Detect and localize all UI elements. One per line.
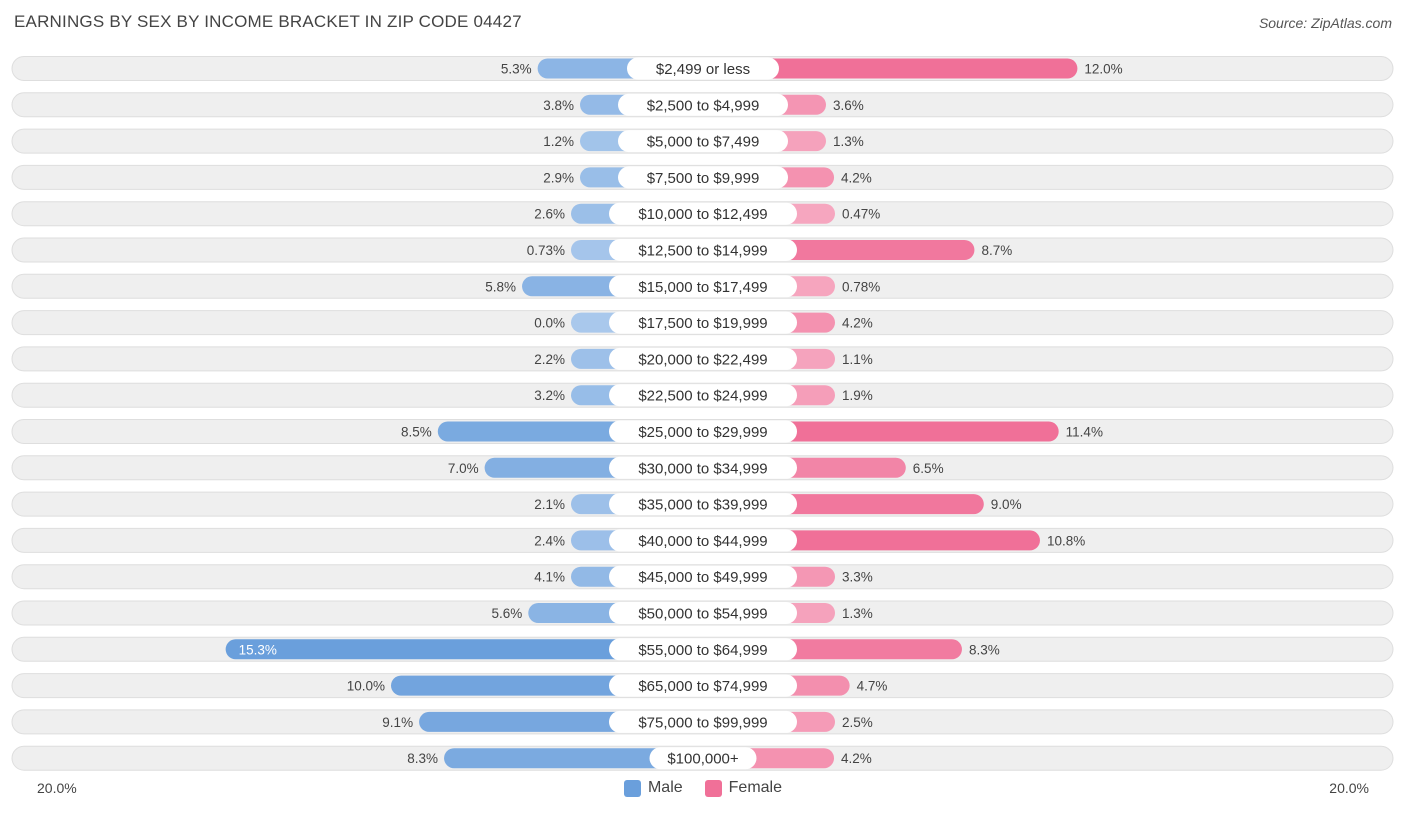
legend-label-female: Female bbox=[728, 779, 783, 796]
female-value-label: 1.3% bbox=[842, 606, 873, 621]
category-label: $55,000 to $64,999 bbox=[638, 642, 767, 659]
female-value-label: 3.3% bbox=[842, 570, 873, 585]
category-label-bg bbox=[609, 311, 797, 334]
male-value-label: 4.1% bbox=[534, 570, 565, 585]
axis-right-label: 20.0% bbox=[1329, 780, 1369, 796]
male-value-label: 5.6% bbox=[491, 606, 522, 621]
male-value-label: 5.8% bbox=[485, 279, 516, 294]
female-value-label: 8.7% bbox=[981, 243, 1012, 258]
category-label-bg bbox=[609, 239, 797, 261]
category-label-bg bbox=[609, 638, 797, 661]
category-label: $5,000 to $7,499 bbox=[647, 134, 760, 151]
male-value-label: 3.2% bbox=[534, 388, 565, 403]
category-label-bg bbox=[609, 602, 797, 624]
category-label: $75,000 to $99,999 bbox=[638, 714, 767, 731]
female-value-label: 10.8% bbox=[1047, 533, 1085, 548]
female-value-label: 6.5% bbox=[913, 461, 944, 476]
category-label-bg bbox=[609, 202, 797, 225]
category-label: $65,000 to $74,999 bbox=[638, 678, 767, 695]
category-label: $17,500 to $19,999 bbox=[638, 315, 767, 332]
category-label-bg bbox=[609, 565, 797, 588]
female-value-label: 11.4% bbox=[1066, 425, 1103, 440]
category-label: $2,500 to $4,999 bbox=[647, 97, 760, 114]
female-value-label: 4.2% bbox=[841, 751, 872, 766]
category-label-bg bbox=[609, 529, 797, 552]
male-bar bbox=[444, 748, 703, 769]
male-value-label: 1.2% bbox=[543, 134, 574, 149]
category-label: $2,499 or less bbox=[656, 61, 750, 78]
male-value-label: 10.0% bbox=[347, 679, 385, 694]
male-value-label: 2.9% bbox=[543, 170, 574, 185]
category-label: $10,000 to $12,499 bbox=[638, 206, 767, 223]
male-value-label: 9.1% bbox=[382, 715, 413, 730]
female-value-label: 4.2% bbox=[841, 170, 872, 185]
female-value-label: 0.47% bbox=[842, 207, 880, 222]
category-label-bg bbox=[609, 493, 797, 516]
legend: Male Female bbox=[0, 779, 1406, 797]
male-bar bbox=[225, 639, 703, 660]
category-label-bg bbox=[618, 166, 788, 189]
male-value-label: 2.4% bbox=[534, 533, 565, 548]
category-label: $40,000 to $44,999 bbox=[638, 533, 767, 550]
category-label-bg bbox=[609, 384, 797, 407]
category-label-bg bbox=[609, 710, 797, 733]
male-value-label: 7.0% bbox=[448, 461, 479, 476]
category-label-bg bbox=[609, 420, 797, 443]
axis-left-label: 20.0% bbox=[37, 780, 77, 796]
category-label-bg bbox=[627, 57, 779, 80]
female-value-label: 12.0% bbox=[1084, 62, 1122, 77]
category-label: $15,000 to $17,499 bbox=[638, 279, 767, 296]
male-value-label: 8.5% bbox=[401, 425, 432, 440]
chart-title: EARNINGS BY SEX BY INCOME BRACKET IN ZIP… bbox=[14, 12, 522, 31]
category-label: $25,000 to $29,999 bbox=[638, 424, 767, 441]
female-value-label: 2.5% bbox=[842, 715, 873, 730]
category-label-bg bbox=[609, 347, 797, 370]
female-value-label: 8.3% bbox=[969, 642, 1000, 657]
female-value-label: 4.2% bbox=[842, 316, 873, 331]
female-value-label: 0.78% bbox=[842, 279, 880, 294]
male-value-label: 2.1% bbox=[534, 497, 565, 512]
category-label: $12,500 to $14,999 bbox=[638, 243, 767, 260]
male-value-label: 2.6% bbox=[534, 207, 565, 222]
male-value-label: 8.3% bbox=[407, 751, 438, 766]
category-label: $35,000 to $39,999 bbox=[638, 497, 767, 514]
category-label: $30,000 to $34,999 bbox=[638, 460, 767, 477]
legend-item-male[interactable]: Male bbox=[623, 779, 683, 797]
male-value-label: 0.73% bbox=[527, 243, 565, 258]
category-label: $45,000 to $49,999 bbox=[638, 569, 767, 586]
female-value-label: 9.0% bbox=[991, 497, 1022, 512]
legend-item-female[interactable]: Female bbox=[704, 779, 783, 797]
category-label: $50,000 to $54,999 bbox=[638, 606, 767, 623]
category-label-bg bbox=[609, 275, 797, 298]
male-value-label: 2.2% bbox=[534, 352, 565, 367]
legend-swatch-female bbox=[704, 779, 722, 797]
female-bar bbox=[703, 58, 1078, 79]
category-label: $20,000 to $22,499 bbox=[638, 351, 767, 368]
category-label: $7,500 to $9,999 bbox=[647, 170, 760, 187]
category-label: $100,000+ bbox=[667, 751, 739, 768]
female-value-label: 3.6% bbox=[833, 98, 864, 113]
category-label: $22,500 to $24,999 bbox=[638, 388, 767, 405]
male-value-label: 5.3% bbox=[501, 62, 532, 77]
category-label-bg bbox=[609, 456, 797, 479]
legend-swatch-male bbox=[623, 779, 641, 797]
female-value-label: 1.3% bbox=[833, 134, 864, 149]
category-label-bg bbox=[618, 93, 788, 116]
source-label: Source: ZipAtlas.com bbox=[1258, 15, 1392, 31]
male-value-label: 3.8% bbox=[543, 98, 574, 113]
female-value-label: 1.9% bbox=[842, 388, 873, 403]
category-label-bg bbox=[609, 674, 797, 697]
male-value-label: 15.3% bbox=[239, 642, 277, 657]
female-value-label: 1.1% bbox=[842, 352, 873, 367]
male-value-label: 0.0% bbox=[534, 316, 565, 331]
female-value-label: 4.7% bbox=[857, 679, 888, 694]
category-label-bg bbox=[649, 747, 757, 770]
legend-label-male: Male bbox=[647, 779, 683, 796]
category-label-bg bbox=[618, 130, 788, 153]
